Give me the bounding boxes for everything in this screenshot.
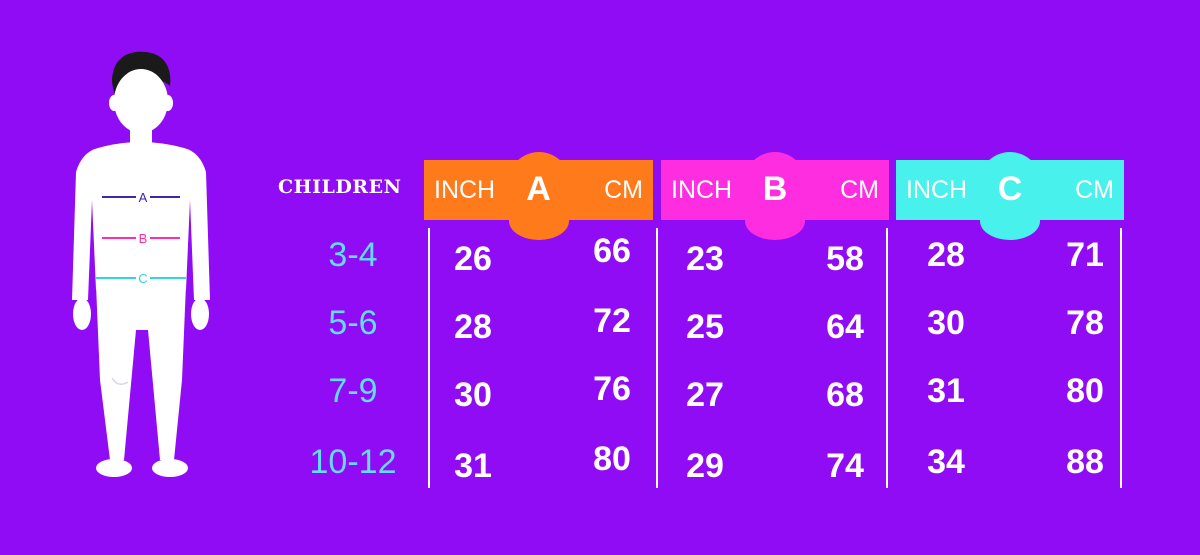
header-c-inch: INCH: [906, 176, 968, 204]
header-b-cm: CM: [840, 176, 879, 204]
header-c-letter: C: [997, 170, 1023, 208]
column-divider: [886, 228, 888, 488]
column-divider: [656, 228, 658, 488]
value-cell: 72: [593, 302, 631, 340]
value-cell: 30: [927, 304, 965, 342]
value-cell: 26: [454, 240, 492, 278]
value-cell: 66: [593, 232, 631, 270]
value-cell: 29: [686, 447, 724, 485]
age-cell: 5-6: [328, 304, 378, 342]
value-cell: 27: [686, 376, 724, 414]
value-cell: 78: [1066, 304, 1104, 342]
value-cell: 80: [1066, 372, 1104, 410]
child-figure: A B C: [0, 0, 290, 550]
column-divider: [1120, 228, 1122, 488]
header-a-cm: CM: [604, 176, 643, 204]
value-cell: 25: [686, 308, 724, 346]
age-cell: 7-9: [328, 372, 378, 410]
value-cell: 68: [826, 376, 864, 414]
value-cell: 88: [1066, 443, 1104, 481]
value-cell: 31: [927, 372, 965, 410]
value-cell: 30: [454, 376, 492, 414]
column-divider: [428, 228, 430, 488]
header-group-b: INCH B CM: [661, 152, 889, 240]
value-cell: 28: [454, 308, 492, 346]
value-cell: 80: [593, 440, 631, 478]
value-cell: 64: [826, 308, 864, 346]
value-cell: 74: [826, 447, 864, 485]
child-silhouette-icon: A B C: [72, 51, 210, 477]
children-heading: CHILDREN: [278, 176, 402, 198]
value-cell: 71: [1066, 236, 1104, 274]
header-b-inch: INCH: [671, 176, 733, 204]
header-c-cm: CM: [1075, 176, 1114, 204]
header-group-a: INCH A CM: [424, 152, 653, 240]
figure-label-a: A: [139, 190, 148, 205]
legs-shape: [96, 285, 186, 460]
value-cell: 31: [454, 447, 492, 485]
age-cell: 10-12: [309, 443, 397, 481]
figure-label-c: C: [138, 271, 147, 286]
value-cell: 28: [927, 236, 965, 274]
header-a-letter: A: [526, 170, 551, 208]
figure-label-b: B: [139, 231, 148, 246]
header-b-letter: B: [762, 170, 788, 208]
head-shape: [114, 69, 168, 133]
header-a-inch: INCH: [434, 176, 496, 204]
value-cell: 23: [686, 240, 724, 278]
value-cell: 34: [927, 443, 965, 481]
value-cell: 58: [826, 240, 864, 278]
value-cell: 76: [593, 370, 631, 408]
age-cell: 3-4: [328, 236, 378, 274]
torso-shape: [72, 142, 210, 300]
header-group-c: INCH C CM: [896, 152, 1124, 240]
